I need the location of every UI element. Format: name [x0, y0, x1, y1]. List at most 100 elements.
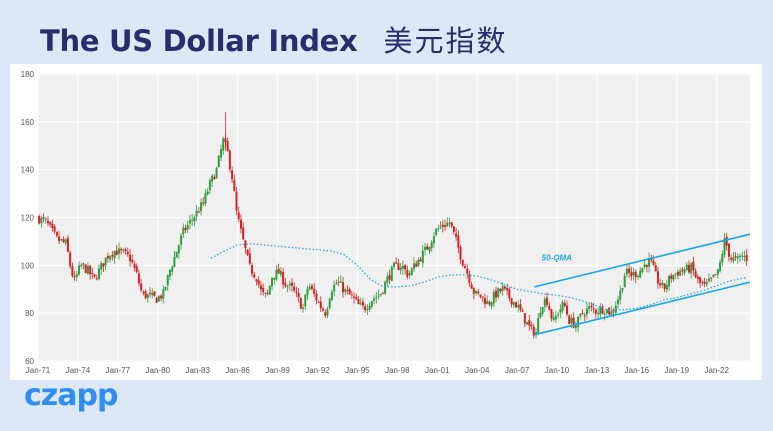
candle-body	[44, 219, 47, 221]
candle-body	[670, 275, 673, 279]
candlesticks	[38, 112, 748, 339]
candle-body	[415, 263, 418, 267]
candle-body	[532, 326, 535, 336]
candle-body	[388, 275, 391, 280]
candle-body	[120, 248, 123, 251]
x-tick-label: Jan-16	[625, 366, 650, 375]
candle-body	[262, 287, 265, 293]
candle-body	[166, 275, 169, 286]
x-tick-label: Jan-83	[185, 366, 210, 375]
candle-body	[255, 279, 258, 282]
candle-body	[541, 307, 544, 314]
candle-body	[384, 281, 387, 294]
candle-body	[38, 215, 41, 224]
candle-body	[585, 308, 588, 315]
candle-body	[437, 228, 440, 230]
y-tick-label: 160	[21, 118, 35, 127]
candle-body	[574, 325, 577, 329]
candle-body	[55, 232, 58, 236]
candle-body	[457, 235, 460, 248]
candle-body	[239, 219, 242, 229]
candle-body	[359, 303, 362, 305]
candle-body	[435, 228, 438, 235]
candle-body	[448, 222, 451, 224]
candle-body	[390, 266, 393, 282]
chart-title: The US Dollar Index 美元指数	[40, 18, 507, 60]
candle-body	[503, 286, 506, 289]
candle-body	[233, 180, 236, 192]
candle-body	[40, 217, 43, 224]
candle-body	[282, 272, 285, 285]
candle-body	[599, 307, 602, 315]
candle-body	[468, 273, 471, 284]
candle-body	[228, 150, 231, 170]
candle-body	[727, 243, 730, 257]
candle-body	[674, 273, 677, 275]
candle-body	[444, 225, 447, 227]
candle-body	[78, 265, 81, 275]
candle-body	[588, 306, 591, 310]
candle-body	[248, 253, 251, 264]
candle-body	[164, 287, 167, 290]
candle-body	[570, 317, 573, 324]
candle-body	[375, 297, 378, 299]
candle-body	[517, 305, 520, 308]
candle-body	[446, 222, 449, 227]
candle-body	[146, 294, 149, 299]
candle-body	[135, 266, 138, 273]
x-tick-label: Jan-74	[66, 366, 91, 375]
candle-body	[133, 263, 136, 268]
candle-body	[557, 314, 560, 316]
x-tick-label: Jan-10	[545, 366, 570, 375]
candle-body	[439, 226, 442, 228]
candle-body	[406, 269, 409, 277]
candle-body	[592, 308, 595, 310]
candle-body	[102, 263, 105, 267]
candle-body	[49, 222, 52, 225]
candle-body	[377, 295, 380, 297]
candle-body	[295, 291, 298, 293]
candle-body	[634, 271, 637, 278]
candle-body	[126, 251, 129, 255]
candle-body	[313, 288, 316, 294]
candle-body	[259, 284, 262, 290]
candle-body	[111, 255, 114, 257]
candle-body	[379, 293, 382, 295]
candle-body	[523, 313, 526, 324]
candle-body	[293, 286, 296, 291]
candle-body	[501, 286, 504, 291]
candle-body	[124, 249, 127, 252]
candle-body	[417, 259, 420, 266]
candle-body	[73, 276, 76, 278]
candle-body	[395, 262, 398, 264]
candle-body	[725, 236, 728, 246]
candle-body	[563, 303, 566, 307]
title-chinese: 美元指数	[383, 24, 508, 58]
candle-body	[455, 233, 458, 237]
x-tick-label: Jan-04	[465, 366, 490, 375]
candle-body	[53, 226, 56, 232]
candle-body	[393, 262, 395, 267]
candle-body	[477, 291, 480, 294]
candle-body	[366, 308, 369, 310]
candle-body	[64, 239, 67, 244]
candle-body	[699, 277, 702, 283]
candle-body	[131, 259, 134, 263]
candle-body	[364, 306, 367, 311]
candle-body	[195, 210, 198, 217]
candle-body	[213, 176, 216, 180]
candle-body	[466, 268, 469, 274]
chart-panel: 60 80 100 120 140 160 180 Jan-71 Jan-74 Jan-77 Ja…	[10, 64, 762, 380]
candle-body	[91, 272, 94, 274]
candle-body	[58, 236, 61, 241]
candle-body	[109, 256, 112, 260]
candle-body	[60, 239, 63, 241]
candle-body	[42, 217, 45, 219]
candle-body	[308, 286, 311, 290]
y-tick-label: 140	[21, 166, 35, 175]
candle-body	[472, 288, 475, 294]
candle-body	[353, 296, 356, 298]
candle-body	[217, 155, 220, 168]
candle-body	[193, 217, 196, 222]
candle-body	[404, 265, 407, 270]
